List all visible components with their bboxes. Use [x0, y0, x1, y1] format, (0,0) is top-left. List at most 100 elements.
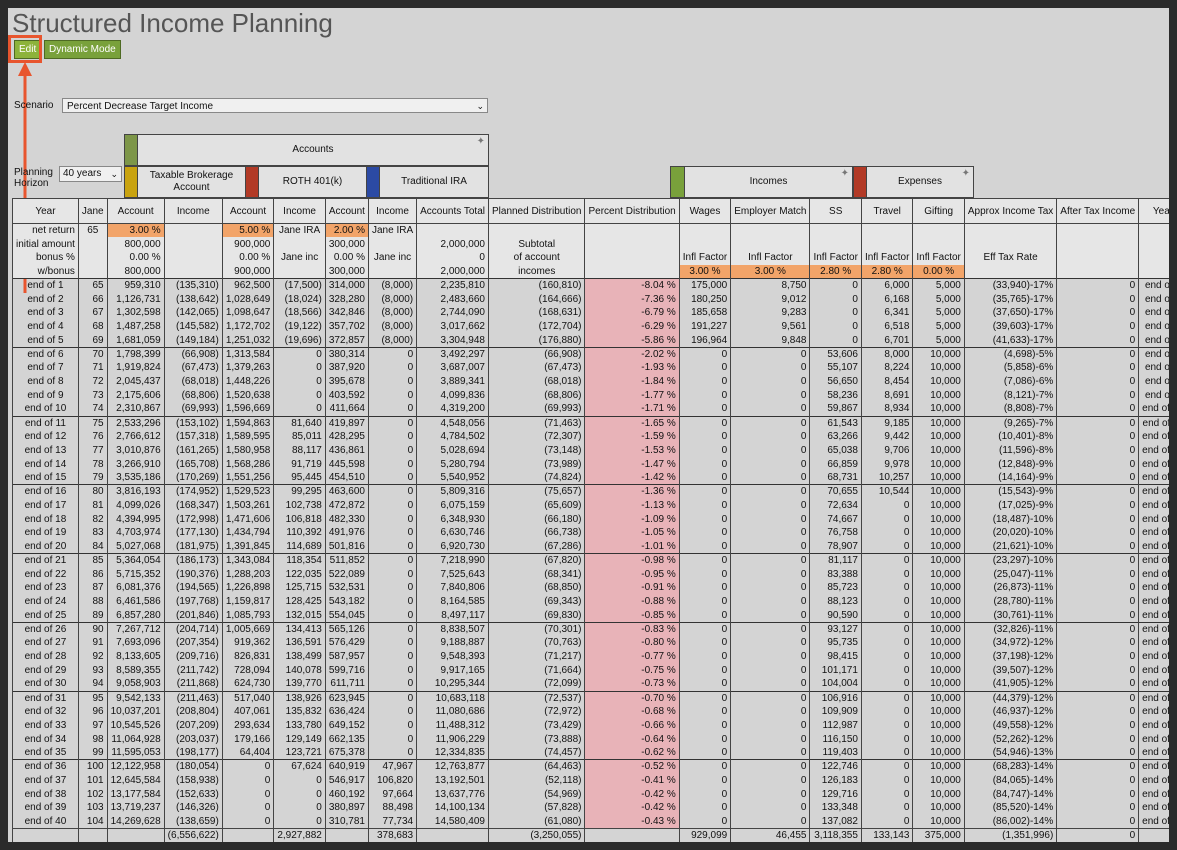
table-cell: 5,809,316 [416, 484, 489, 499]
table-cell: 53,606 [809, 346, 862, 361]
table-cell: 0 [367, 594, 418, 609]
table-cell: 133,348 [809, 801, 862, 815]
table-cell: (35,765)-17% [963, 292, 1058, 306]
table-row: end of 2 66 1,126,731 (138,642) 1,028,649 (18… [12, 292, 1169, 306]
percent-distribution-cell: -1.47 % [584, 457, 680, 471]
table-cell: 1,085,793 [221, 608, 275, 623]
parameter-input-cell[interactable]: 3.00 % [730, 264, 811, 279]
table-cell: end of 13 [12, 443, 79, 458]
chevron-down-icon: ⌄ [476, 101, 484, 111]
table-cell: 0 [860, 663, 914, 678]
table-cell: (138,659) [163, 814, 223, 829]
table-row: end of 22 86 5,715,352 (190,376) 1,288,203 12… [12, 567, 1169, 581]
table-cell: (25,047)-11% [963, 567, 1058, 581]
table-cell: 482,330 [324, 512, 369, 526]
trad-group-header: Traditional IRA [379, 166, 489, 198]
table-cell: 0 [860, 732, 914, 746]
table-cell: 0 [1056, 704, 1140, 719]
table-cell: 11,064,928 [106, 732, 165, 746]
table-cell: 63,266 [809, 429, 862, 444]
parameter-cell: Infl Factor [730, 251, 811, 265]
table-cell: 3,010,876 [106, 443, 165, 458]
parameter-input-cell[interactable]: 3.00 % [678, 264, 732, 279]
table-cell: 67,624 [273, 759, 326, 774]
table-cell: 0 [1056, 457, 1140, 471]
table-cell: 104 [77, 814, 108, 829]
table-cell: 0 [678, 553, 732, 568]
table-cell: 106,818 [273, 512, 326, 526]
parameter-input-cell[interactable]: 0.00 % [912, 264, 965, 279]
parameter-input-cell[interactable]: 5.00 % [221, 223, 275, 238]
parameter-input-cell[interactable]: 2.00 % [324, 223, 369, 238]
table-row: end of 35 99 11,595,053 (198,177) 64,404 123,… [12, 746, 1169, 760]
table-cell: 959,310 [106, 278, 165, 293]
table-cell: (160,810) [487, 278, 586, 293]
table-cell: 10,000 [912, 636, 965, 650]
table-cell: 403,592 [324, 388, 369, 403]
parameter-row: net return 65 3.00 % 5.00 % Jane IRA 2.00 % Ja… [12, 223, 1169, 238]
table-cell: 0 [678, 526, 732, 540]
table-cell: 0 [860, 512, 914, 526]
table-cell: 10,000 [912, 374, 965, 389]
planning-horizon-label: Planning Horizon [14, 167, 53, 189]
dynamic-mode-button[interactable]: Dynamic Mode [44, 40, 121, 59]
parameter-cell: incomes [487, 264, 586, 279]
scenario-select[interactable]: Percent Decrease Target Income ⌄ [62, 98, 488, 113]
parameter-cell [860, 223, 914, 238]
table-cell: 10,000 [912, 498, 965, 513]
table-cell: 0 [860, 526, 914, 540]
table-cell: (201,846) [163, 608, 223, 623]
table-cell: 454,510 [324, 471, 369, 485]
table-cell: 129,149 [273, 732, 326, 746]
pin-icon[interactable]: ✦ [840, 168, 849, 179]
table-cell: 0 [221, 773, 275, 788]
table-cell: 92 [77, 649, 108, 664]
table-cell: 10,000 [912, 649, 965, 664]
table-cell: end of 4 [12, 319, 79, 334]
table-cell: 611,711 [324, 677, 369, 691]
pin-icon[interactable]: ✦ [476, 136, 485, 147]
parameter-input-cell[interactable]: 3.00 % [106, 223, 165, 238]
accounts-group-header: Accounts ✦ [137, 134, 489, 166]
parameter-input-cell[interactable]: 2.80 % [809, 264, 862, 279]
parameter-cell [584, 264, 680, 279]
table-cell: 0 [1056, 361, 1140, 375]
table-cell: 0 [730, 787, 811, 801]
table-cell: 0 [367, 512, 418, 526]
parameter-cell [1056, 264, 1140, 279]
table-cell: 0 [678, 759, 732, 774]
parameter-input-cell[interactable]: 2.80 % [860, 264, 914, 279]
table-cell: 0 [1056, 759, 1140, 774]
table-cell: 0 [860, 621, 914, 636]
table-cell: 460,192 [324, 787, 369, 801]
parameter-cell: Infl Factor [860, 251, 914, 265]
table-cell: (72,307) [487, 429, 586, 444]
table-cell: (66,738) [487, 526, 586, 540]
pin-icon[interactable]: ✦ [961, 168, 970, 179]
table-cell: (138,642) [163, 292, 223, 306]
table-cell: 0 [730, 718, 811, 733]
table-cell: (15,543)-9% [963, 484, 1058, 499]
table-cell: 9,283 [730, 306, 811, 320]
table-cell: 962,500 [221, 278, 275, 293]
planning-horizon-select[interactable]: 40 years ⌄ [59, 166, 122, 182]
table-cell: (39,507)-12% [963, 663, 1058, 678]
parameter-cell [77, 251, 108, 265]
table-cell: 0 [1056, 787, 1140, 801]
table-cell: end of 18 [1138, 512, 1169, 526]
table-cell: (211,868) [163, 677, 223, 691]
table-cell: 826,831 [221, 649, 275, 664]
parameter-cell [273, 264, 326, 279]
table-cell: 0 [730, 581, 811, 595]
table-cell: end of 28 [12, 649, 79, 664]
table-cell: 624,730 [221, 677, 275, 691]
table-cell: 0 [860, 801, 914, 815]
table-cell: 372,857 [324, 333, 369, 348]
table-cell: 102 [77, 787, 108, 801]
table-cell: (69,343) [487, 594, 586, 609]
table-cell: 0 [678, 402, 732, 416]
table-cell: 10,000 [912, 346, 965, 361]
table-cell: 7,218,990 [416, 553, 489, 568]
parameter-cell [367, 237, 418, 251]
table-cell: 0 [1056, 512, 1140, 526]
